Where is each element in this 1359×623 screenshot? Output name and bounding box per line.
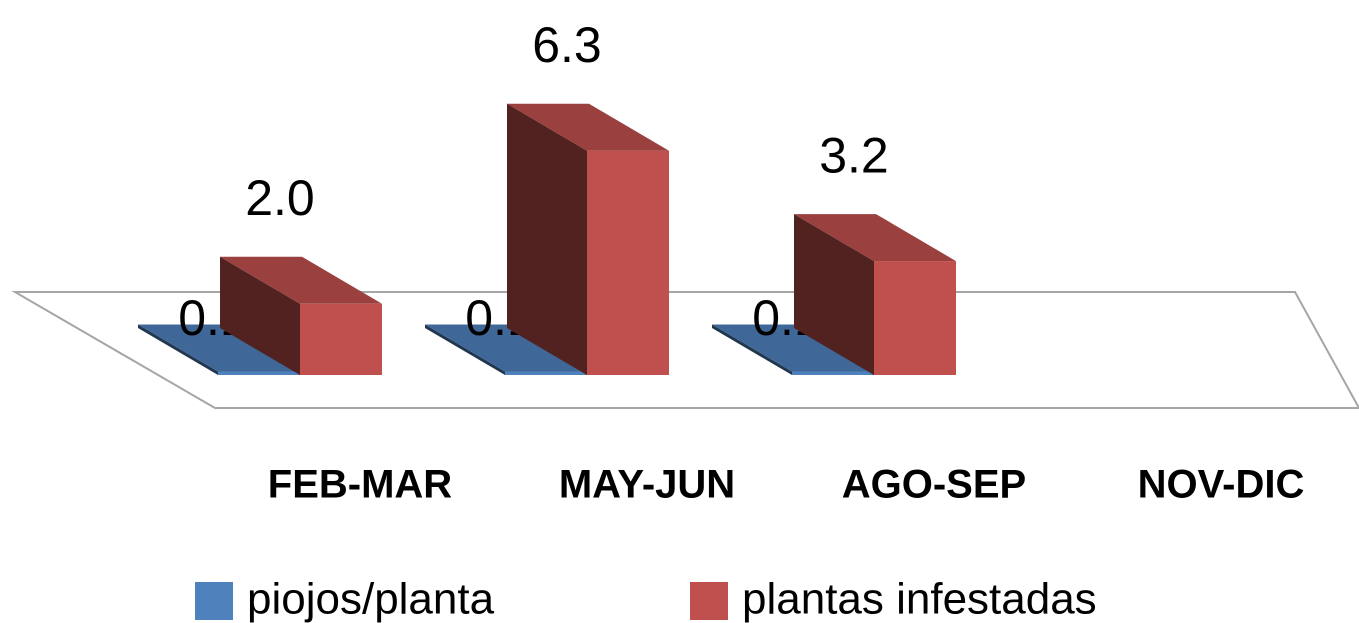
bar-front xyxy=(792,371,874,375)
legend-swatch xyxy=(195,582,233,620)
x-tick-label: NOV-DIC xyxy=(1138,463,1305,507)
data-label: 3.2 xyxy=(819,127,889,183)
bar-front xyxy=(505,371,587,375)
bar-top xyxy=(507,103,669,151)
bar xyxy=(220,256,382,375)
bar-front xyxy=(300,303,382,375)
bar-side xyxy=(712,324,792,375)
bar-front xyxy=(874,261,956,375)
x-tick-label: MAY-JUN xyxy=(559,463,735,507)
bar-top xyxy=(425,324,587,372)
bar xyxy=(425,324,587,375)
bar-top xyxy=(794,214,956,262)
bar-top xyxy=(220,256,382,304)
legend-label: plantas infestadas xyxy=(742,575,1097,623)
x-tick-label: AGO-SEP xyxy=(842,463,1026,507)
bar-top xyxy=(138,324,300,372)
data-label: 2.0 xyxy=(245,170,315,226)
bar-front xyxy=(587,150,669,375)
data-label: 6.3 xyxy=(532,17,602,73)
bar-top xyxy=(712,324,874,372)
bar xyxy=(794,214,956,375)
bar xyxy=(138,324,300,375)
bar-front xyxy=(218,371,300,375)
legend-swatch xyxy=(690,582,728,620)
bar-side xyxy=(794,214,874,375)
bar-side xyxy=(425,324,505,375)
bar xyxy=(507,103,669,375)
bar-side xyxy=(220,256,300,375)
bar-side xyxy=(507,103,587,375)
bar xyxy=(712,324,874,375)
legend-label: piojos/planta xyxy=(247,575,495,623)
x-tick-label: FEB-MAR xyxy=(268,463,453,507)
bar-side xyxy=(138,324,218,375)
